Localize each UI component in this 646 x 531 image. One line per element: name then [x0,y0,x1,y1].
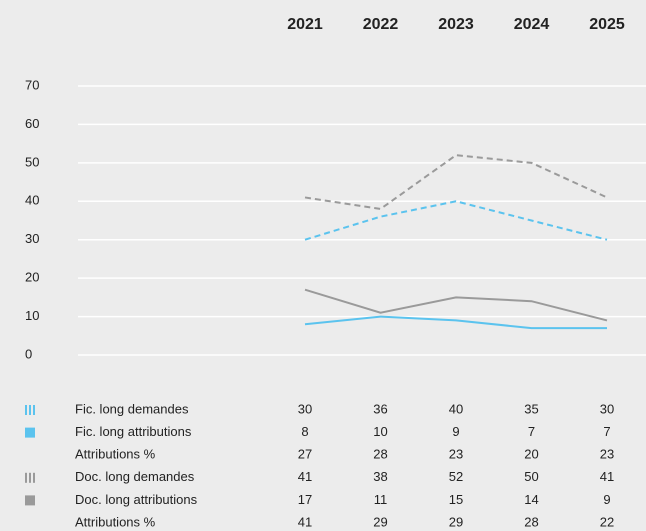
table-value: 14 [524,492,538,507]
table-value: 28 [373,447,387,462]
legend-marker [25,495,35,506]
year-header: 2023 [438,16,474,33]
table-value: 35 [524,401,538,416]
table-value: 50 [524,469,538,484]
legend-marker [25,472,27,483]
table-value: 23 [600,447,614,462]
table-value: 28 [524,514,538,529]
row-label: Doc. long attributions [75,492,198,507]
table-value: 15 [449,492,463,507]
table-value: 23 [449,447,463,462]
table-value: 7 [528,424,535,439]
year-header: 2024 [514,16,550,33]
table-value: 27 [298,447,312,462]
table-value: 41 [600,469,614,484]
table-value: 22 [600,514,614,529]
series-line [304,154,608,211]
y-tick-label: 40 [25,193,39,208]
legend-marker [25,405,27,415]
table-value: 41 [298,469,312,484]
row-label: Fic. long demandes [75,401,189,416]
year-header: 2021 [287,16,323,33]
table-value: 36 [373,401,387,416]
table-value: 29 [373,514,387,529]
table-value: 17 [298,492,312,507]
year-header: 2022 [363,16,399,33]
y-tick-label: 60 [25,116,39,131]
row-label: Doc. long demandes [75,469,195,484]
table-value: 7 [603,424,610,439]
year-header: 2025 [589,16,625,33]
table-value: 52 [449,469,463,484]
row-label: Attributions % [75,514,156,529]
table-value: 38 [373,469,387,484]
table-value: 41 [298,514,312,529]
table-value: 11 [374,492,388,507]
legend-marker [25,427,35,438]
table-value: 9 [603,492,610,507]
table-value: 40 [449,401,463,416]
row-label: Attributions % [75,447,156,462]
series-line [304,288,608,322]
legend-marker [33,472,35,483]
legend-marker [29,472,31,483]
y-tick-label: 70 [25,77,39,92]
table-value: 9 [452,424,459,439]
series-line [304,200,608,241]
y-tick-label: 10 [25,308,39,323]
y-tick-label: 30 [25,231,39,246]
table-value: 20 [524,447,538,462]
table-value: 8 [301,424,308,439]
row-label: Fic. long attributions [75,424,192,439]
table-value: 30 [600,401,614,416]
table-value: 30 [298,401,312,416]
y-tick-label: 50 [25,154,39,169]
table-value: 29 [449,514,463,529]
y-tick-label: 0 [25,346,32,361]
series-line [304,315,607,330]
y-tick-label: 20 [25,270,39,285]
legend-marker [29,405,31,415]
table-value: 10 [373,424,387,439]
legend-marker [33,405,35,415]
